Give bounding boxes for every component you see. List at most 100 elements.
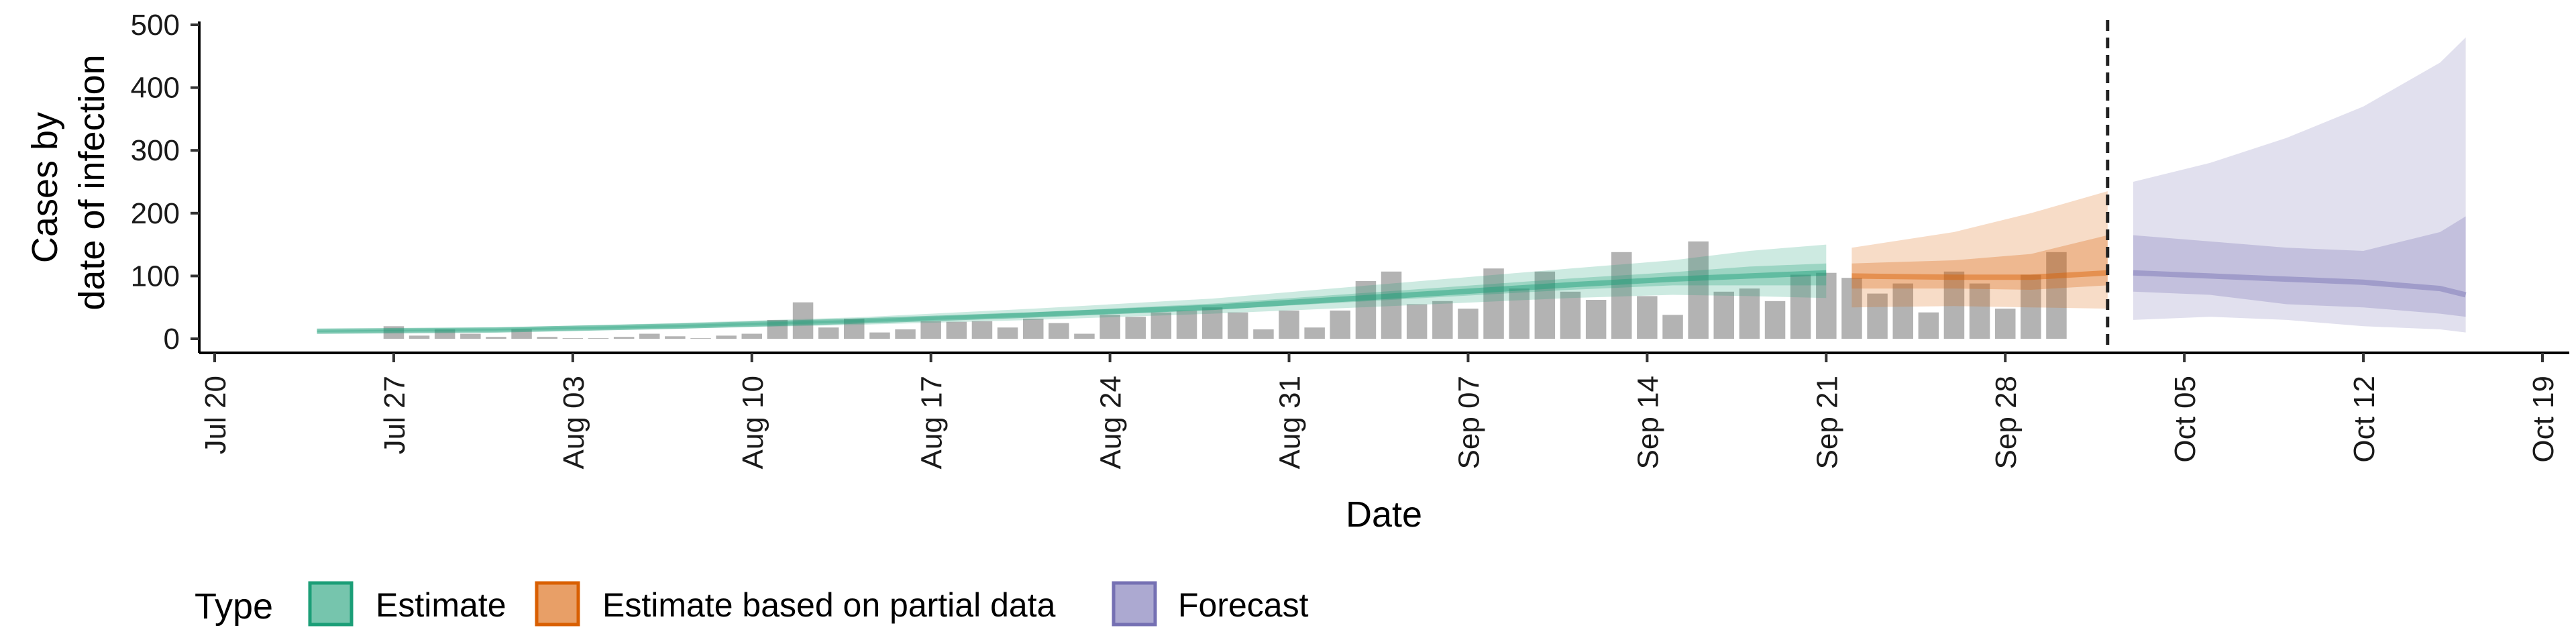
legend-key-forecast [1112,581,1157,627]
case-bar [1662,315,1683,339]
case-bar [1943,271,1965,339]
x-tick-label: Oct 05 [2169,376,2202,463]
partial-band-90 [1851,191,2108,309]
case-bar [1841,278,1862,339]
case-bar [665,336,686,339]
case-bar [1099,315,1120,339]
case-bar [2046,252,2067,339]
case-bar [741,333,762,339]
case-bar [1125,317,1146,339]
case-bar [434,329,455,339]
case-bar [1483,268,1504,339]
case-bar [716,335,737,339]
case-bar [1150,312,1172,339]
y-axis-title-line-2: date of infection [72,54,112,310]
case-bar [1049,323,1069,339]
case-bar [1918,312,1939,339]
case-bar [1739,288,1760,339]
case-bar [1432,301,1453,339]
case-bar [690,338,711,339]
legend-title: Type [195,586,273,627]
legend: Type Estimate Estimate based on partial … [195,581,1309,627]
x-ticks: Jul 20 Jul 27 Aug 03 Aug 10 Aug 17 Aug 24 Aug … [199,353,2560,469]
case-bar [1176,310,1197,339]
case-bar [1688,241,1709,339]
case-bar [997,327,1018,339]
forecast-band-50 [2133,216,2466,317]
y-tick-label: 300 [131,134,180,167]
x-tick-label: Aug 17 [916,376,949,469]
case-bar [639,333,660,339]
x-tick-label: Aug 31 [1274,376,1307,469]
y-tick-label: 100 [131,260,180,292]
case-bar [1406,304,1428,339]
case-bar [1995,309,2016,339]
case-bar [1253,329,1274,339]
case-bar [1713,291,1734,339]
estimate-median-line [317,270,1827,334]
case-bar [1867,293,1888,339]
case-bar [1969,283,1990,339]
bars-layer [383,241,2067,339]
case-bar [1534,271,1556,339]
legend-key-estimate [308,581,354,627]
case-bar [1279,310,1299,339]
case-bar [383,326,405,339]
case-bar [1509,288,1529,339]
x-tick-label: Sep 28 [1990,376,2023,469]
partial-median-line [1851,270,2108,280]
case-bar [1304,327,1325,339]
case-bar [409,335,430,339]
y-tick-label: 200 [131,197,180,230]
x-tick-label: Sep 07 [1453,376,1486,469]
case-bar [486,337,506,339]
legend-key-partial [535,581,580,627]
case-bar [562,338,584,339]
case-bar [511,329,532,339]
case-bar [1023,319,1044,339]
case-bar [971,321,993,339]
case-bar [946,321,967,339]
legend-label-estimate: Estimate [376,586,506,624]
y-tick-label: 0 [164,323,180,356]
legend-label-forecast: Forecast [1178,586,1309,624]
case-bar [537,337,557,339]
case-bar [792,302,814,339]
x-tick-label: Jul 27 [378,376,411,454]
legend-item-estimate: Estimate [308,581,506,627]
case-bar [1228,312,1248,339]
case-bar [1637,296,1658,339]
legend-item-partial: Estimate based on partial data [535,581,1056,627]
case-bar [818,327,839,339]
x-tick-label: Aug 24 [1095,376,1128,469]
x-tick-label: Aug 10 [737,376,769,469]
forecast-median-line [2133,270,2467,298]
case-bar [1381,271,1402,339]
x-tick-label: Oct 19 [2527,376,2560,463]
case-bar [1560,291,1581,339]
x-tick-label: Aug 03 [557,376,590,469]
forecast-band-90 [2133,37,2466,333]
y-tick-label: 500 [131,9,180,42]
partial-band-50 [1851,235,2108,290]
case-bar [1585,300,1607,339]
case-bar [613,337,635,339]
y-axis-title-line-1: Cases by [25,112,65,263]
legend-label-partial: Estimate based on partial data [602,586,1056,624]
x-tick-label: Sep 21 [1811,376,1843,469]
case-bar [767,319,788,339]
case-bar [1074,333,1095,339]
case-bar [1458,309,1479,339]
case-bar [1201,307,1223,339]
case-bar [1790,274,1811,339]
case-bar [2021,274,2041,339]
y-ticks: 0 100 200 300 400 500 [131,9,199,356]
case-bar [1611,252,1632,339]
case-bar [1330,310,1350,339]
case-bar [895,329,916,339]
x-axis-title: Date [1346,494,1422,535]
case-bar [1355,280,1377,339]
case-bar [920,321,941,339]
axes-layer: 0 100 200 300 400 500 Jul 20 Jul 27 Aug 03 Aug 1… [131,9,2569,469]
